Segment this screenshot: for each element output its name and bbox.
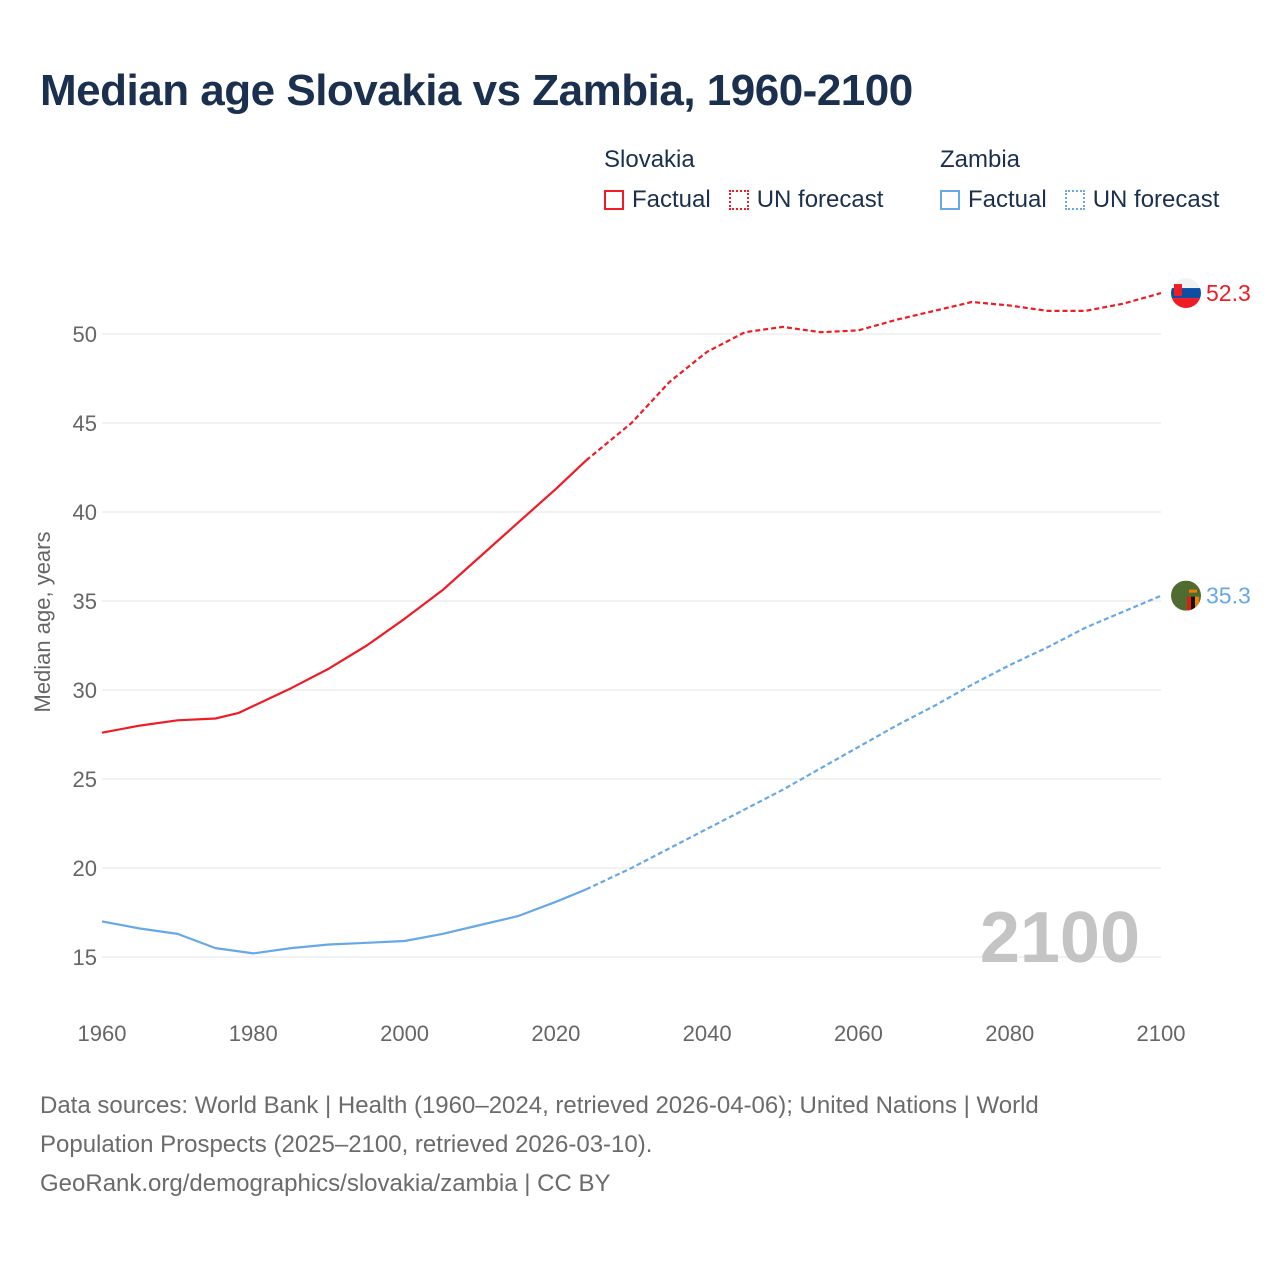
x-tick-label: 2040 xyxy=(683,1021,732,1046)
legend-label: Factual xyxy=(968,186,1047,213)
zambia-factual-line xyxy=(101,888,587,955)
legend-label: UN forecast xyxy=(756,186,884,213)
solid-swatch-icon xyxy=(940,190,960,210)
x-tick-label: 2100 xyxy=(1137,1021,1186,1046)
x-tick-label: 1960 xyxy=(78,1021,127,1046)
legend-slovakia: Slovakia Factual UN forecast xyxy=(604,146,901,214)
chart-title: Median age Slovakia vs Zambia, 1960-2100 xyxy=(40,66,913,115)
y-tick-label: 40 xyxy=(73,500,97,525)
legend-country: Slovakia xyxy=(604,146,695,173)
legend-forecast[interactable]: UN forecast xyxy=(1064,186,1220,214)
footer-link[interactable]: GeoRank.org/demographics/slovakia/zambia… xyxy=(40,1170,611,1197)
legend-factual[interactable]: Factual xyxy=(940,186,1047,214)
x-tick-label: 2060 xyxy=(834,1021,883,1046)
legend-label: Factual xyxy=(632,186,711,213)
zambia-flag-icon xyxy=(1171,580,1201,611)
legend-country: Zambia xyxy=(940,146,1021,173)
legend-zambia: Zambia Factual UN forecast xyxy=(940,146,1219,214)
zambia-end-value: 35.3 xyxy=(1206,583,1251,609)
x-tick-label: 2020 xyxy=(531,1021,580,1046)
slovakia-factual-line xyxy=(101,459,587,734)
legend-forecast[interactable]: UN forecast xyxy=(728,186,884,214)
zambia-forecast-line xyxy=(585,594,1162,891)
x-tick-label: 2000 xyxy=(380,1021,429,1046)
dotted-swatch-icon xyxy=(1064,190,1085,210)
footer: Data sources: World Bank | Health (1960–… xyxy=(40,1086,1190,1203)
slovakia-forecast-line xyxy=(585,292,1162,462)
x-tick-label: 1980 xyxy=(229,1021,278,1046)
y-tick-label: 25 xyxy=(73,767,97,792)
footer-sources-2: Population Prospects (2025–2100, retriev… xyxy=(40,1131,653,1158)
slovakia-end-value: 52.3 xyxy=(1206,280,1251,306)
y-tick-label: 20 xyxy=(73,856,97,881)
y-tick-label: 35 xyxy=(73,589,97,614)
dotted-swatch-icon xyxy=(728,190,749,210)
slovakia-flag-icon xyxy=(1171,278,1201,309)
x-tick-label: 2080 xyxy=(985,1021,1034,1046)
year-watermark: 2100 xyxy=(980,898,1140,978)
footer-sources-1: Data sources: World Bank | Health (1960–… xyxy=(40,1092,1039,1119)
y-tick-label: 30 xyxy=(73,678,97,703)
y-tick-label: 45 xyxy=(73,411,97,436)
legend-label: UN forecast xyxy=(1092,186,1220,213)
legend-factual[interactable]: Factual xyxy=(604,186,711,214)
y-tick-label: 50 xyxy=(73,322,97,347)
y-axis-label: Median age, years xyxy=(30,532,55,713)
y-tick-label: 15 xyxy=(73,945,97,970)
solid-swatch-icon xyxy=(604,190,624,210)
